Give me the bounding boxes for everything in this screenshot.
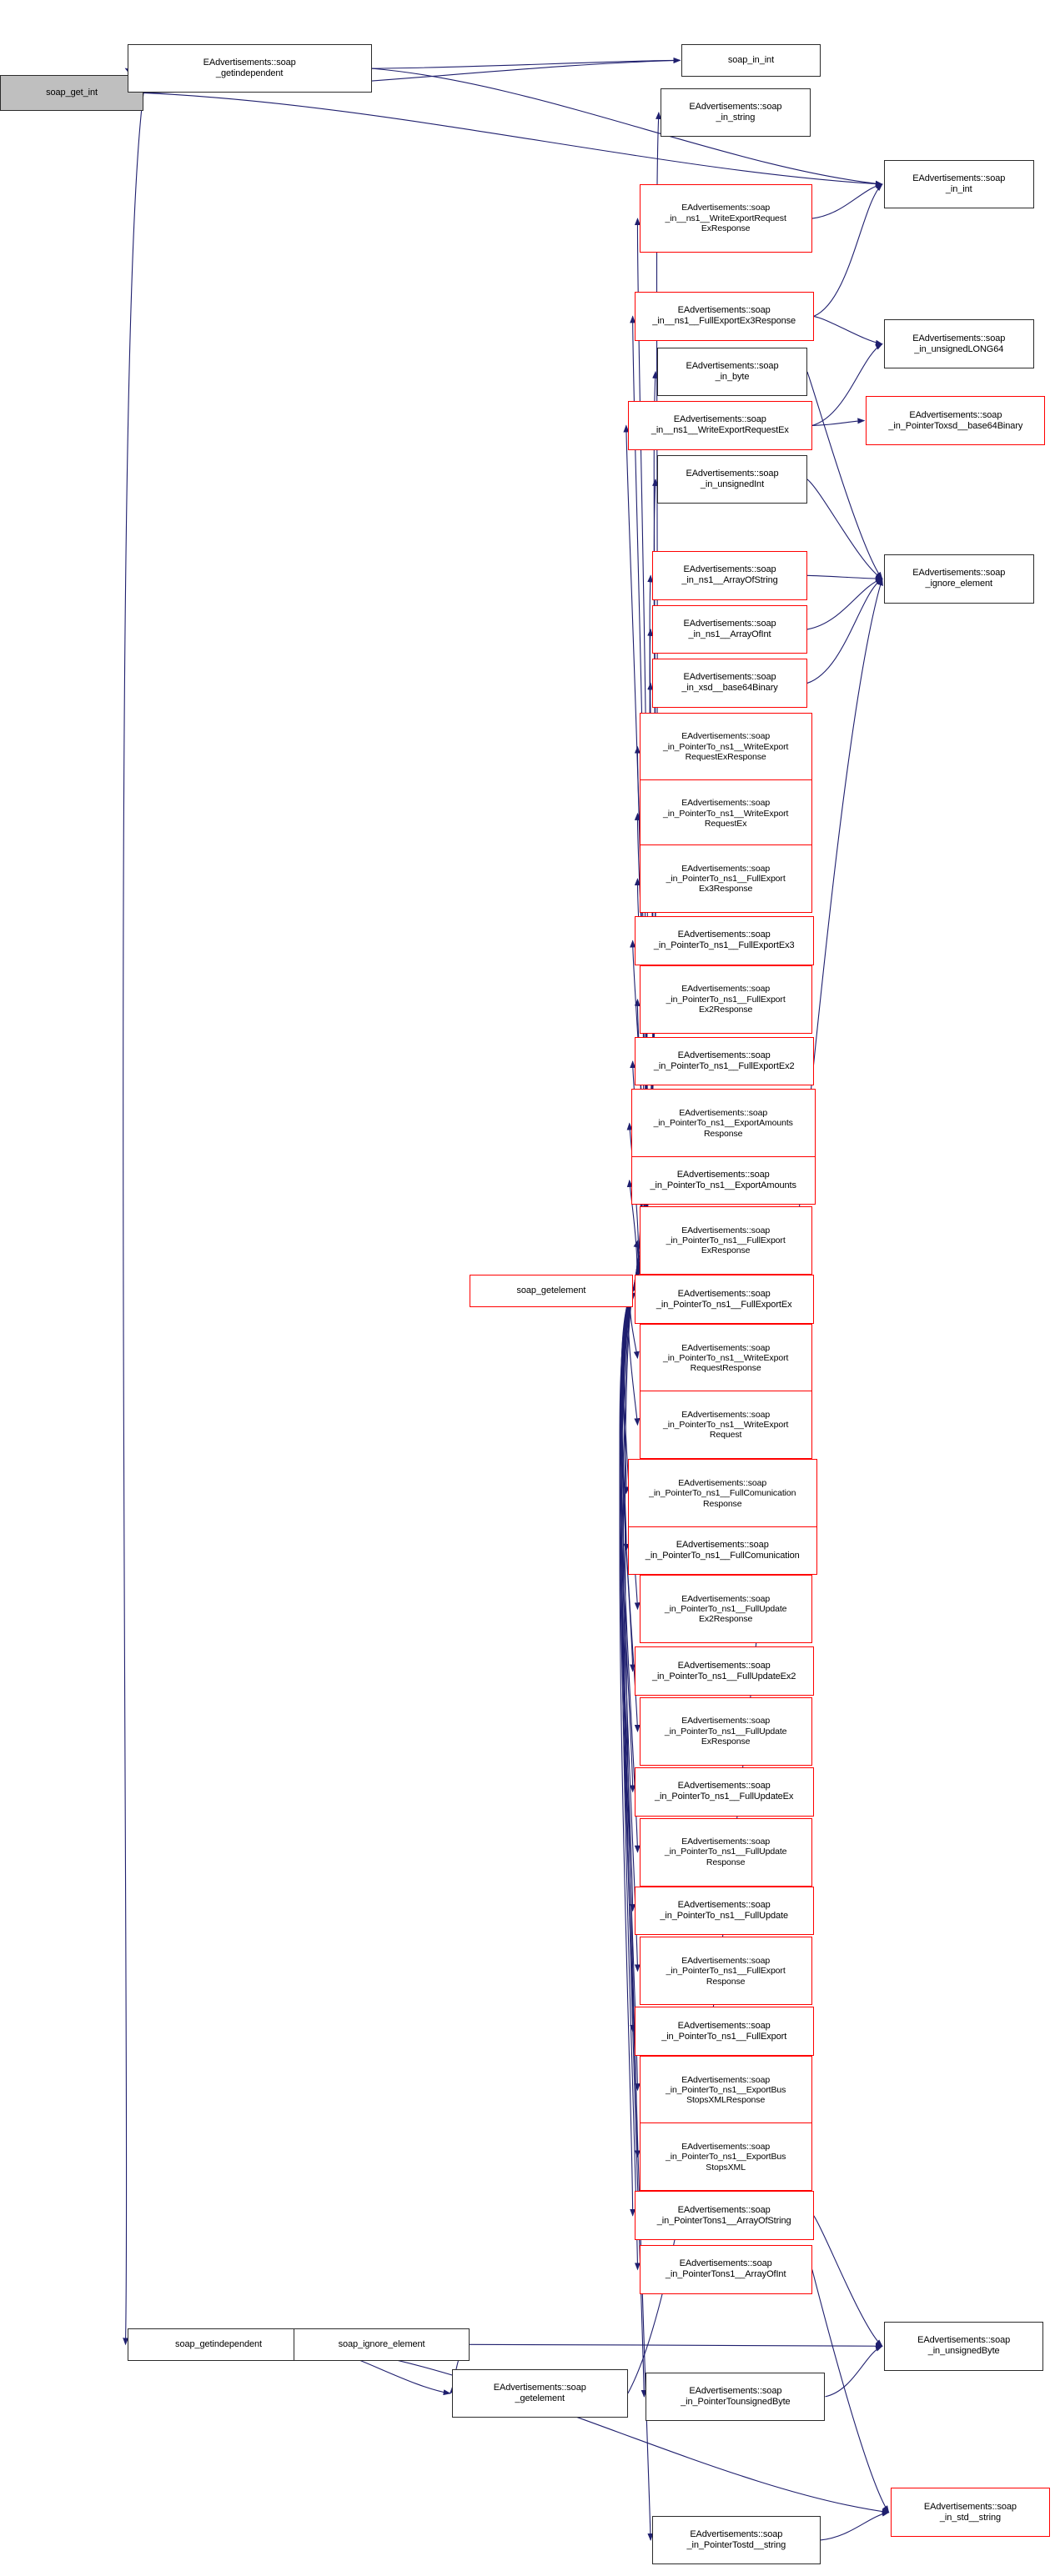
graph-node[interactable]: EAdvertisements::soap _in__ns1__FullExpo… — [634, 292, 814, 341]
graph-node[interactable]: EAdvertisements::soap _in_PointerTons1__… — [634, 2191, 814, 2241]
graph-node[interactable]: EAdvertisements::soap _in_PointerTo_ns1_… — [630, 1155, 816, 1205]
graph-node[interactable]: EAdvertisements::soap _in_PointerTo_ns1_… — [639, 1817, 812, 1887]
graph-edge — [813, 315, 883, 346]
graph-node[interactable]: EAdvertisements::soap _in_PointerTo_ns1_… — [639, 1206, 812, 1275]
graph-node[interactable]: soap_getindependent — [127, 2328, 310, 2361]
graph-node[interactable]: soap_get_int — [0, 74, 144, 111]
graph-edge — [811, 183, 883, 219]
graph-node[interactable]: EAdvertisements::soap _in_PointerTo_ns1_… — [634, 1036, 814, 1086]
graph-node[interactable]: EAdvertisements::soap _in_std__string — [890, 2488, 1051, 2538]
graph-node[interactable]: soap_in_int — [681, 43, 821, 77]
graph-node[interactable]: EAdvertisements::soap _in_string — [660, 88, 811, 138]
graph-node[interactable]: EAdvertisements::soap _in_PointerTo_ns1_… — [634, 1646, 814, 1696]
graph-edge — [470, 2343, 883, 2349]
graph-node[interactable]: EAdvertisements::soap _in_PointerTo_ns1_… — [634, 916, 814, 965]
graph-node[interactable]: EAdvertisements::soap _in_PointerTo_ns1_… — [634, 1767, 814, 1817]
graph-node[interactable]: EAdvertisements::soap _in_PointerTo_ns1_… — [639, 1391, 812, 1460]
graph-node[interactable]: EAdvertisements::soap _in_unsignedLONG64 — [883, 319, 1034, 368]
graph-node[interactable]: EAdvertisements::soap _in_PointerTounsig… — [646, 2372, 826, 2422]
graph-node[interactable]: EAdvertisements::soap _in_PointerTo_ns1_… — [634, 1275, 814, 1324]
graph-node[interactable]: EAdvertisements::soap _in_PointerTons1__… — [639, 2244, 812, 2294]
graph-node[interactable]: EAdvertisements::soap _in_int — [883, 159, 1034, 209]
graph-node[interactable]: EAdvertisements::soap _in_ns1__ArrayOfSt… — [652, 551, 807, 600]
graph-node[interactable]: EAdvertisements::soap _in_PointerTo_ns1_… — [639, 712, 812, 781]
graph-node[interactable]: soap_getelement — [470, 1275, 633, 1308]
graph-edge — [813, 183, 883, 317]
graph-node[interactable]: EAdvertisements::soap _in_PointerTo_ns1_… — [630, 1089, 816, 1158]
graph-edge — [123, 93, 144, 2346]
graph-node[interactable]: EAdvertisements::soap _in_PointerTo_ns1_… — [639, 1324, 812, 1393]
graph-edge — [619, 1291, 636, 2217]
graph-edge — [811, 418, 866, 426]
graph-node[interactable]: EAdvertisements::soap _in_byte — [657, 347, 807, 397]
graph-node[interactable]: EAdvertisements::soap _in__ns1__WriteExp… — [627, 401, 812, 450]
graph-edge — [820, 2510, 890, 2541]
graph-node[interactable]: EAdvertisements::soap _in_PointerToxsd__… — [866, 396, 1046, 445]
graph-node[interactable]: EAdvertisements::soap _in_PointerTo_ns1_… — [639, 1575, 812, 1644]
graph-edge — [371, 57, 681, 69]
graph-node[interactable]: EAdvertisements::soap _in_unsignedInt — [657, 454, 807, 504]
graph-edge — [806, 479, 883, 579]
graph-node[interactable]: EAdvertisements::soap _getelement — [451, 2368, 628, 2418]
graph-edge — [619, 1291, 636, 1912]
graph-edge — [825, 2345, 883, 2398]
graph-node[interactable]: EAdvertisements::soap _in_PointerTo_ns1_… — [627, 1526, 817, 1576]
graph-node[interactable]: EAdvertisements::soap _in_xsd__base64Bin… — [652, 659, 807, 708]
graph-node[interactable]: EAdvertisements::soap _in_PointerTo_ns1_… — [639, 2056, 812, 2125]
graph-node[interactable]: EAdvertisements::soap _in_PointerTostd__… — [652, 2515, 821, 2565]
graph-edge — [620, 1291, 641, 1972]
graph-node[interactable]: EAdvertisements::soap _in_PointerTo_ns1_… — [639, 965, 812, 1034]
graph-node[interactable]: EAdvertisements::soap _in_PointerTo_ns1_… — [634, 1886, 814, 1936]
graph-edge — [806, 578, 883, 684]
graph-node[interactable]: EAdvertisements::soap _in_ns1__ArrayOfIn… — [652, 604, 807, 654]
graph-node[interactable]: EAdvertisements::soap _in_PointerTo_ns1_… — [639, 1696, 812, 1766]
graph-node[interactable]: soap_ignore_element — [293, 2328, 470, 2361]
graph-node[interactable]: EAdvertisements::soap _in_PointerTo_ns1_… — [634, 2007, 814, 2057]
graph-node[interactable]: EAdvertisements::soap _in_PointerTo_ns1_… — [627, 1459, 817, 1528]
graph-node[interactable]: EAdvertisements::soap _getindependent — [127, 43, 372, 93]
graph-node[interactable]: EAdvertisements::soap _in_PointerTo_ns1_… — [639, 844, 812, 914]
graph-node[interactable]: EAdvertisements::soap _in_PointerTo_ns1_… — [639, 779, 812, 848]
graph-node[interactable]: EAdvertisements::soap _ignore_element — [883, 554, 1034, 604]
graph-edge — [813, 2215, 883, 2347]
graph-node[interactable]: EAdvertisements::soap _in_PointerTo_ns1_… — [639, 2122, 812, 2192]
graph-node[interactable]: EAdvertisements::soap _in__ns1__WriteExp… — [639, 183, 812, 253]
graph-node[interactable]: EAdvertisements::soap _in_PointerTo_ns1_… — [639, 1937, 812, 2006]
graph-edge — [806, 574, 883, 582]
graph-edge — [806, 578, 883, 630]
graph-edge — [619, 1291, 636, 2032]
graph-node[interactable]: EAdvertisements::soap _in_unsignedByte — [883, 2321, 1044, 2371]
